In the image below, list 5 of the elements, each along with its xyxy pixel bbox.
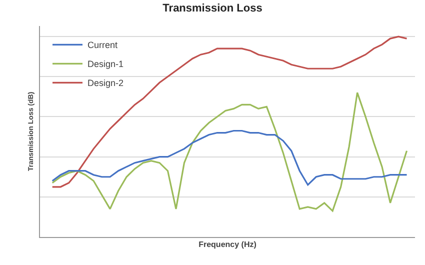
chart-title: Transmission Loss xyxy=(162,2,262,15)
legend-label: Design-2 xyxy=(88,78,124,88)
x-axis-title: Frequency (Hz) xyxy=(198,240,257,250)
legend-label: Current xyxy=(88,40,118,50)
legend-label: Design-1 xyxy=(88,59,124,70)
